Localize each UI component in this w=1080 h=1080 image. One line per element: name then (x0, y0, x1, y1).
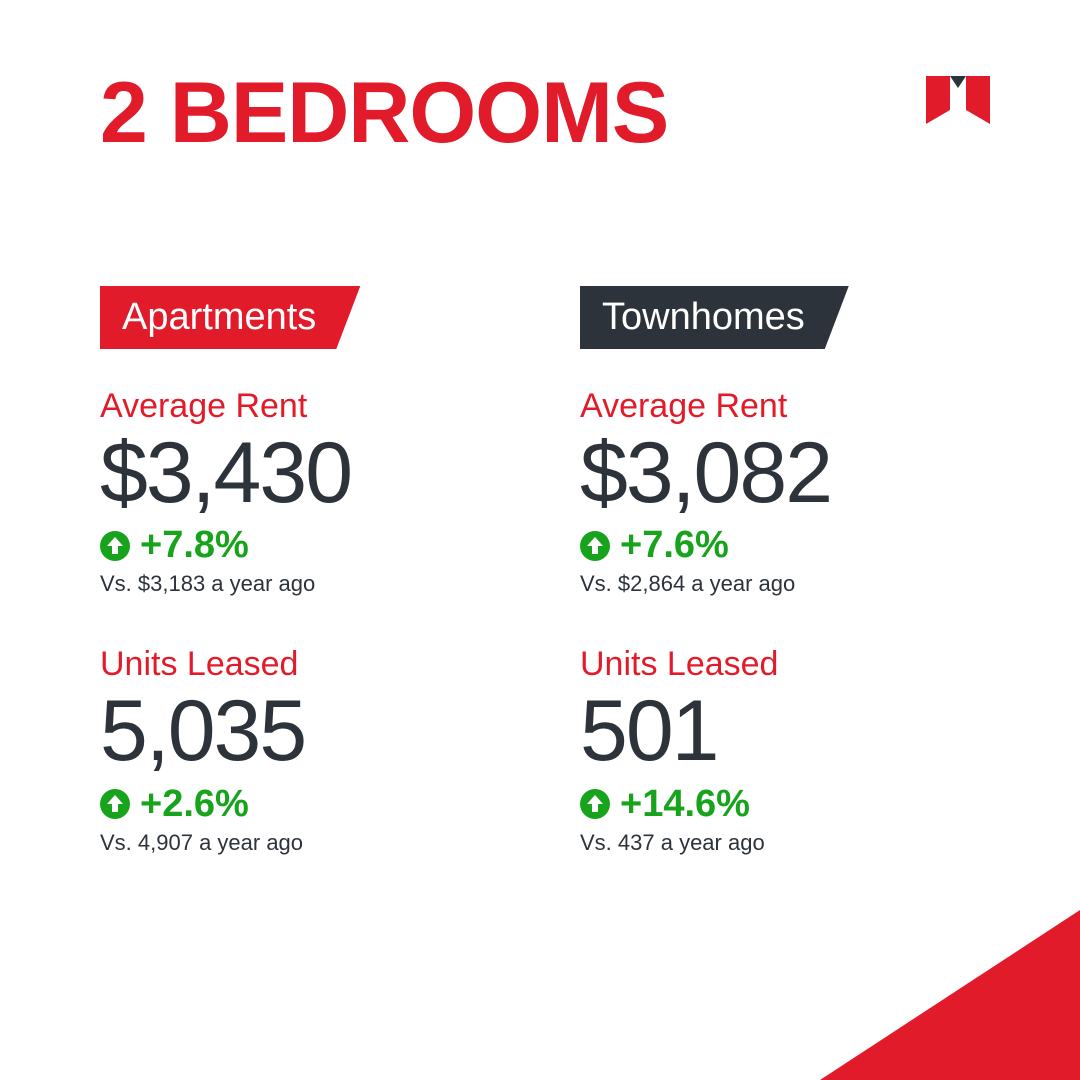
brand-logo-icon (926, 76, 990, 124)
metric-value: $3,430 (100, 428, 520, 518)
metric-label: Units Leased (580, 645, 1000, 684)
metric-value: 5,035 (100, 686, 520, 776)
arrow-up-icon (100, 531, 130, 561)
corner-triangle-icon (820, 910, 1080, 1080)
infographic-card: 2 BEDROOMS Apartments Average Rent $3,43… (0, 0, 1080, 1080)
metric-change-value: +2.6% (140, 783, 249, 826)
arrow-up-icon (100, 789, 130, 819)
metric-block: Units Leased 501 +14.6% Vs. 437 a year a… (580, 645, 1000, 855)
header: 2 BEDROOMS (100, 70, 990, 156)
page-title: 2 BEDROOMS (100, 70, 668, 156)
arrow-up-icon (580, 789, 610, 819)
column-townhomes: Townhomes Average Rent $3,082 +7.6% Vs. … (580, 286, 1000, 904)
metric-compare: Vs. $3,183 a year ago (100, 571, 520, 597)
column-tag: Townhomes (580, 286, 849, 349)
metric-compare: Vs. $2,864 a year ago (580, 571, 1000, 597)
metric-label: Average Rent (100, 387, 520, 426)
metric-change: +7.6% (580, 524, 1000, 567)
column-apartments: Apartments Average Rent $3,430 +7.8% Vs.… (100, 286, 520, 904)
column-tag: Apartments (100, 286, 360, 349)
stats-columns: Apartments Average Rent $3,430 +7.8% Vs.… (100, 286, 990, 904)
metric-change-value: +7.8% (140, 524, 249, 567)
metric-change: +14.6% (580, 783, 1000, 826)
metric-compare: Vs. 437 a year ago (580, 830, 1000, 856)
metric-value: $3,082 (580, 428, 1000, 518)
metric-change: +2.6% (100, 783, 520, 826)
metric-change-value: +7.6% (620, 524, 729, 567)
metric-value: 501 (580, 686, 1000, 776)
metric-block: Average Rent $3,082 +7.6% Vs. $2,864 a y… (580, 387, 1000, 597)
metric-block: Units Leased 5,035 +2.6% Vs. 4,907 a yea… (100, 645, 520, 855)
metric-change: +7.8% (100, 524, 520, 567)
metric-block: Average Rent $3,430 +7.8% Vs. $3,183 a y… (100, 387, 520, 597)
metric-label: Average Rent (580, 387, 1000, 426)
arrow-up-icon (580, 531, 610, 561)
metric-compare: Vs. 4,907 a year ago (100, 830, 520, 856)
metric-change-value: +14.6% (620, 783, 750, 826)
metric-label: Units Leased (100, 645, 520, 684)
